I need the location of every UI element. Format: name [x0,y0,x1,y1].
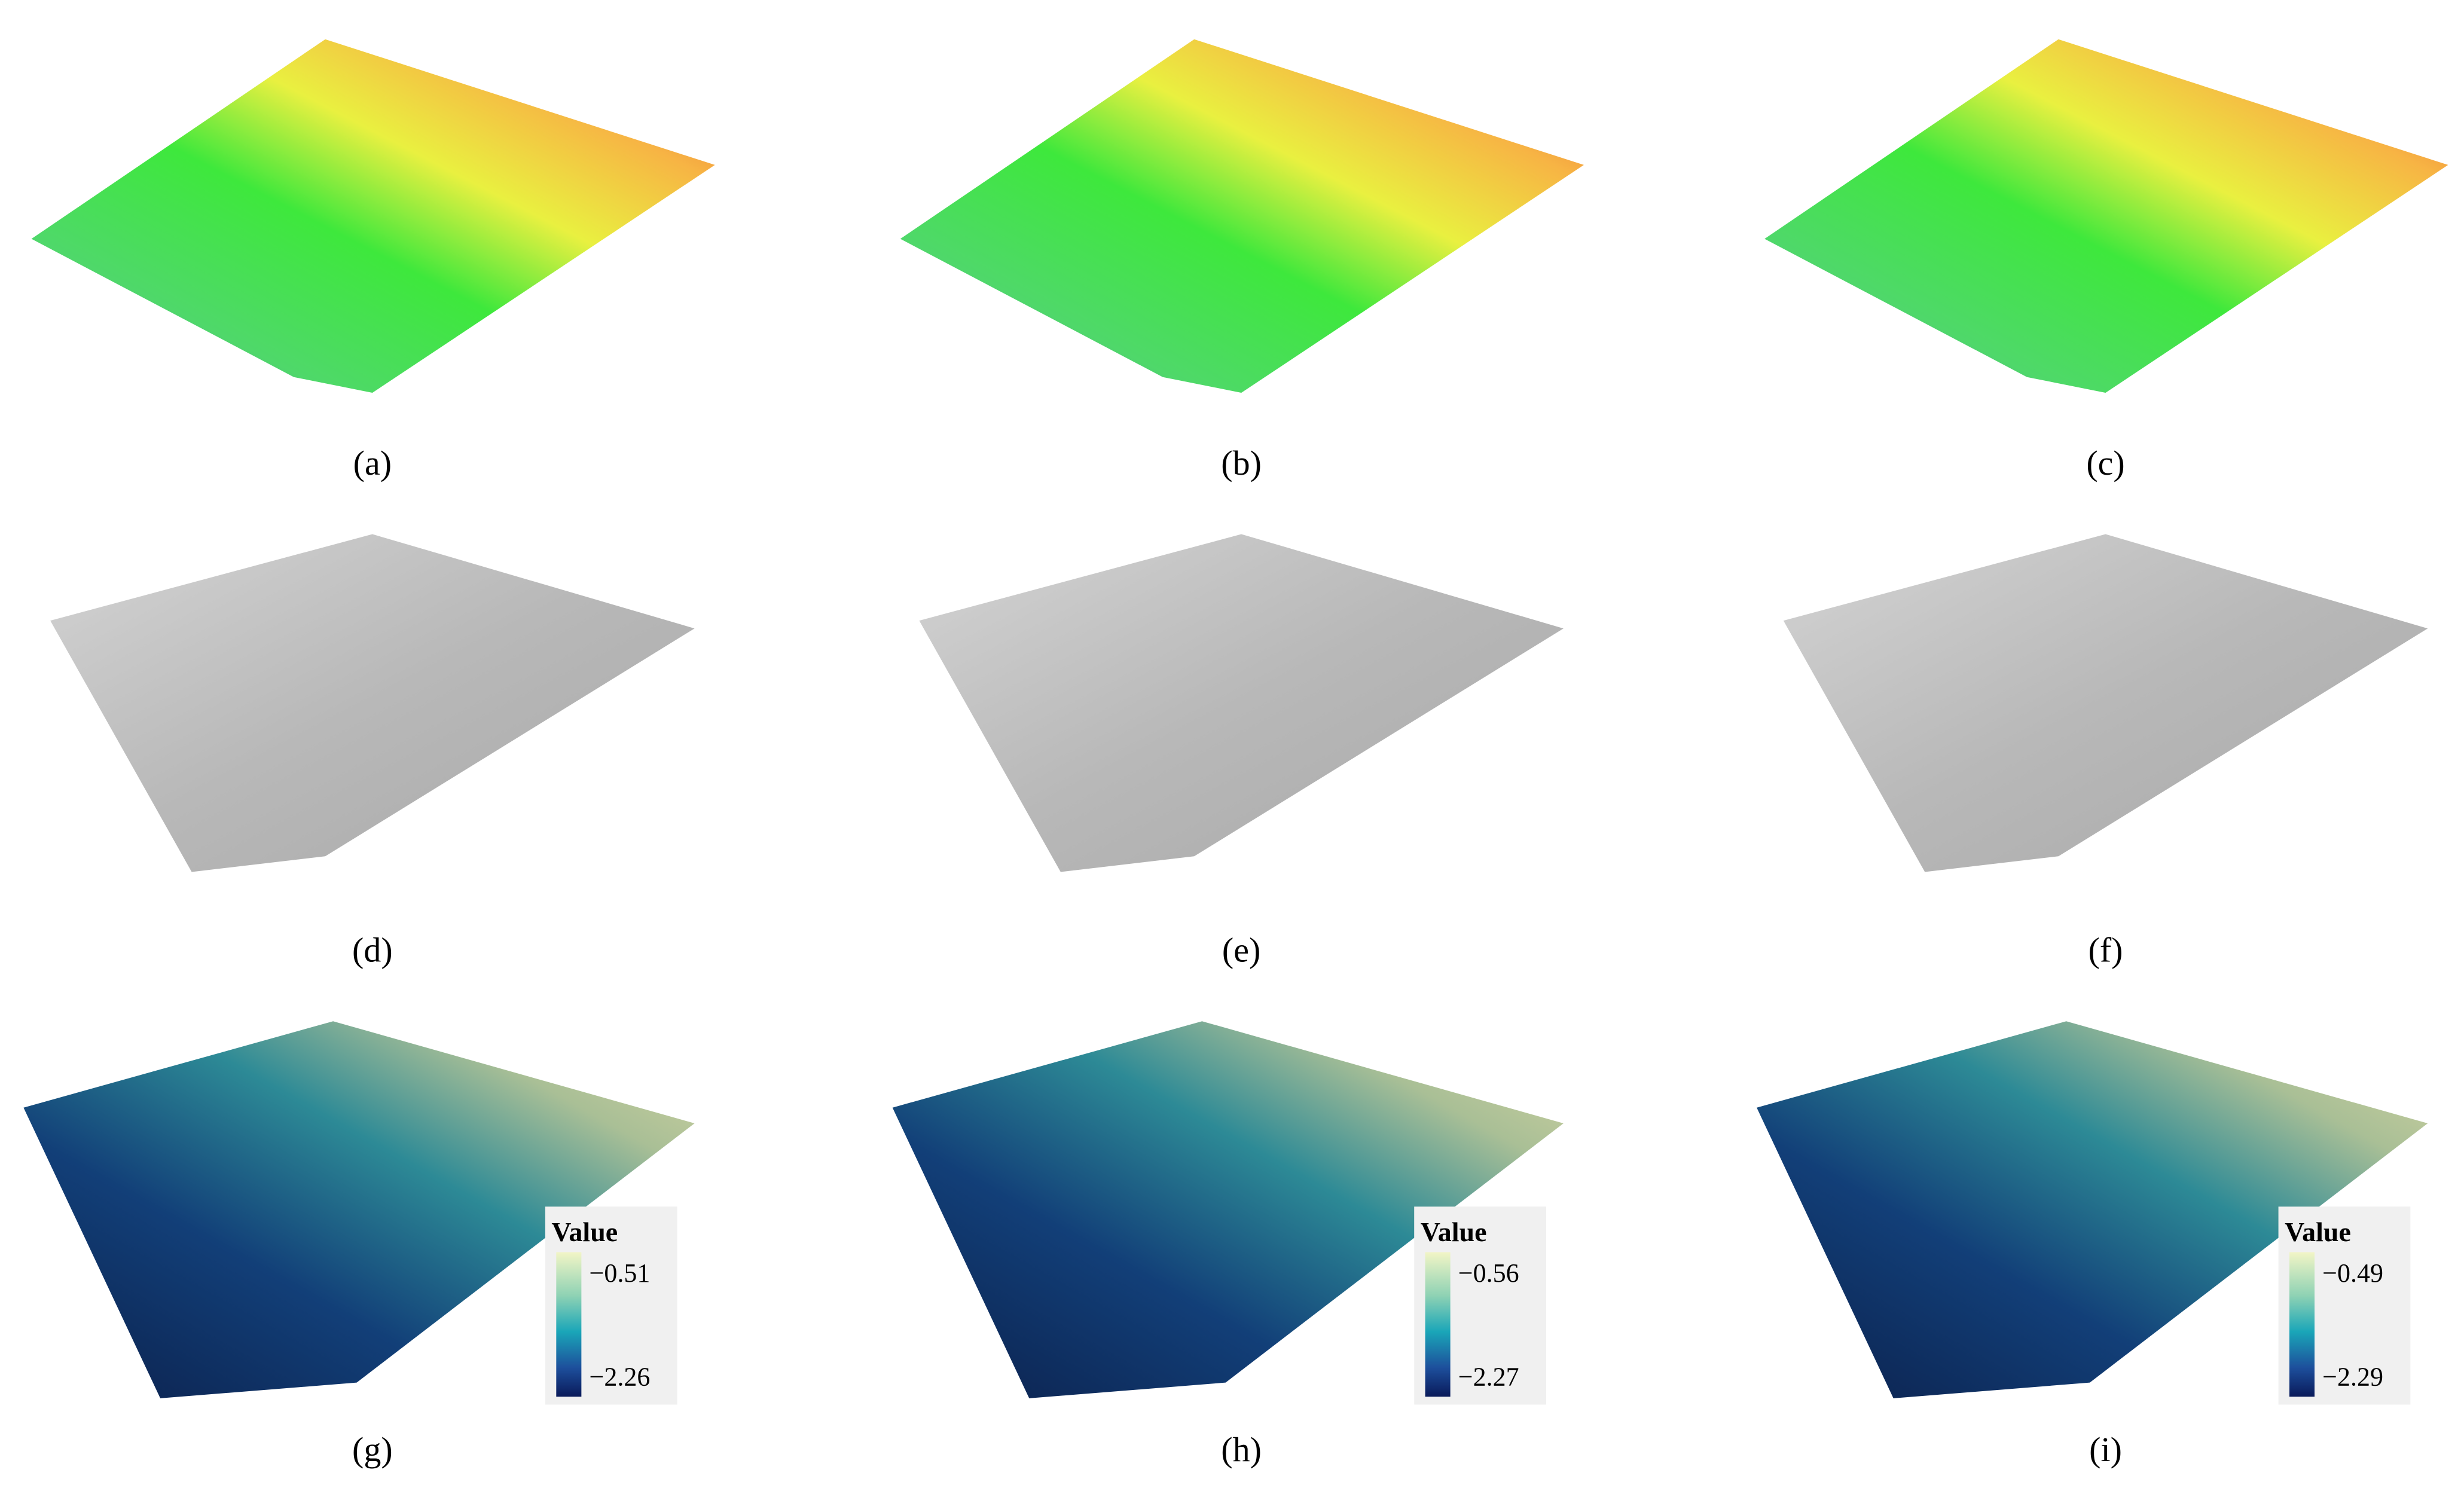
legend-min: −2.27 [1458,1362,1519,1391]
legend-title: Value [2285,1217,2351,1247]
color-bar [1425,1252,1451,1397]
panel-label: (a) [353,444,392,482]
legend-min: −2.29 [2322,1362,2383,1391]
panel-label: (b) [1221,444,1262,482]
panel-label: (f) [2089,931,2123,970]
terrain-surface [1764,39,2448,393]
terrain-surface [1757,1021,2428,1398]
terrain-surface [31,39,715,393]
legend-max: −0.56 [1458,1258,1519,1288]
panel-label: (c) [2086,444,2124,482]
legend-title: Value [551,1217,618,1247]
panel-label: (g) [352,1430,393,1469]
panel-label: (d) [352,931,393,970]
terrain-surface [23,1021,695,1398]
terrain-surface [1783,534,2428,872]
legend-max: −0.49 [2322,1258,2383,1288]
legend-max: −0.51 [590,1258,651,1288]
terrain-surface [50,534,695,872]
legend-min: −2.26 [590,1362,651,1391]
terrain-surface [892,1021,1564,1398]
panel-label: (h) [1221,1430,1262,1469]
panel-label: (e) [1222,931,1260,970]
terrain-surface [900,39,1584,393]
panel-label: (i) [2089,1430,2122,1469]
legend-title: Value [1421,1217,1487,1247]
terrain-surface [919,534,1564,872]
color-bar [2289,1252,2315,1397]
color-bar [556,1252,582,1397]
